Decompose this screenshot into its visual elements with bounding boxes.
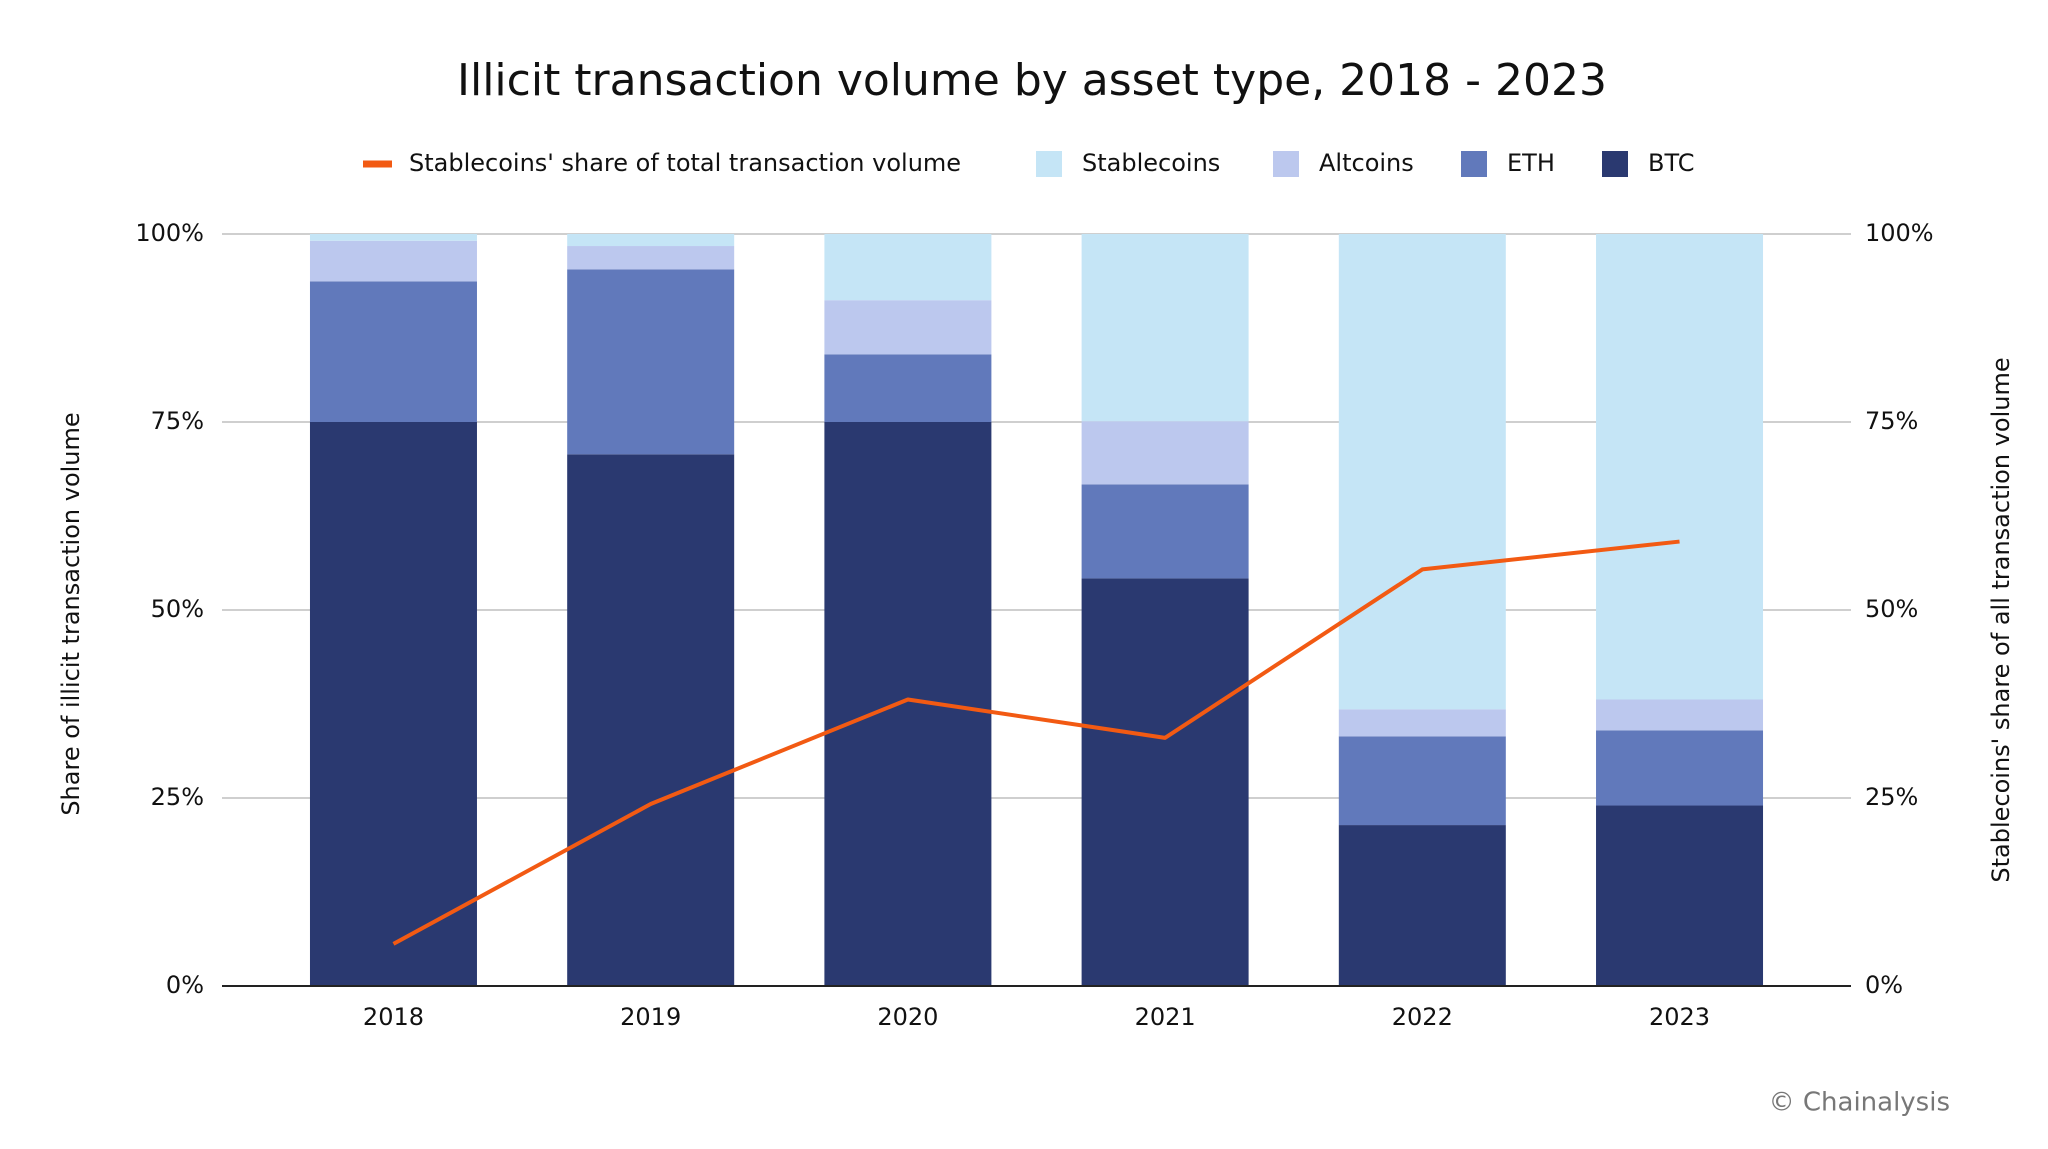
y2-tick-label: 75%	[1865, 407, 1918, 435]
source: © Chainalysis	[1769, 1088, 1950, 1118]
bar-segment	[824, 422, 992, 986]
bar-segment	[1596, 730, 1764, 806]
y2-tick-label: 0%	[1865, 971, 1903, 999]
legend-swatch	[1273, 151, 1299, 177]
bar-segment	[1338, 234, 1506, 710]
bar-segment	[567, 454, 735, 986]
legend-label: Stablecoins' share of total transaction …	[409, 149, 961, 177]
bar-segment	[824, 300, 992, 355]
legend-label: Altcoins	[1319, 149, 1414, 177]
legend-label: ETH	[1507, 149, 1555, 177]
legend-swatch	[1602, 151, 1628, 177]
y-tick-label: 50%	[151, 595, 204, 623]
bar-segment	[309, 422, 477, 986]
bar-segment	[567, 234, 735, 247]
bar-segment	[1338, 736, 1506, 826]
chart-title: Illicit transaction volume by asset type…	[457, 55, 1607, 106]
bar-segment	[824, 234, 992, 301]
bar-segment	[309, 281, 477, 422]
bar-segment	[309, 240, 477, 282]
y-axis-title: Share of illicit transaction volume	[57, 412, 85, 815]
x-tick-label: 2022	[1392, 1003, 1453, 1031]
bar-segment	[1081, 421, 1249, 485]
bar-segment	[309, 234, 477, 241]
legend-swatch	[1036, 151, 1062, 177]
y2-tick-label: 50%	[1865, 595, 1918, 623]
x-tick-label: 2021	[1135, 1003, 1196, 1031]
y-tick-label: 25%	[151, 783, 204, 811]
bar-segment	[1338, 825, 1506, 986]
bar-segment	[1081, 484, 1249, 579]
y2-tick-label: 25%	[1865, 783, 1918, 811]
legend-label: BTC	[1648, 149, 1694, 177]
x-tick-label: 2018	[363, 1003, 424, 1031]
line-series	[392, 539, 1680, 946]
bar-segment	[1081, 234, 1249, 422]
bar-segment	[824, 354, 992, 422]
bar-segment	[1338, 709, 1506, 737]
y-tick-label: 75%	[151, 407, 204, 435]
bar-segment	[1596, 234, 1764, 700]
y-tick-label: 100%	[135, 219, 204, 247]
bar-segment	[567, 246, 735, 270]
y-tick-label: 0%	[166, 971, 204, 999]
bar-segment	[1081, 578, 1249, 986]
y2-axis-title: Stablecoins' share of all transaction vo…	[1987, 357, 2015, 882]
bar-segment	[1596, 805, 1764, 986]
x-tick-label: 2023	[1649, 1003, 1710, 1031]
y2-tick-label: 100%	[1865, 219, 1934, 247]
legend-swatch	[1461, 151, 1487, 177]
x-tick-label: 2020	[877, 1003, 938, 1031]
bar-segment	[567, 269, 735, 455]
x-tick-label: 2019	[620, 1003, 681, 1031]
legend-label: Stablecoins	[1082, 149, 1220, 177]
bar-segment	[1596, 699, 1764, 731]
